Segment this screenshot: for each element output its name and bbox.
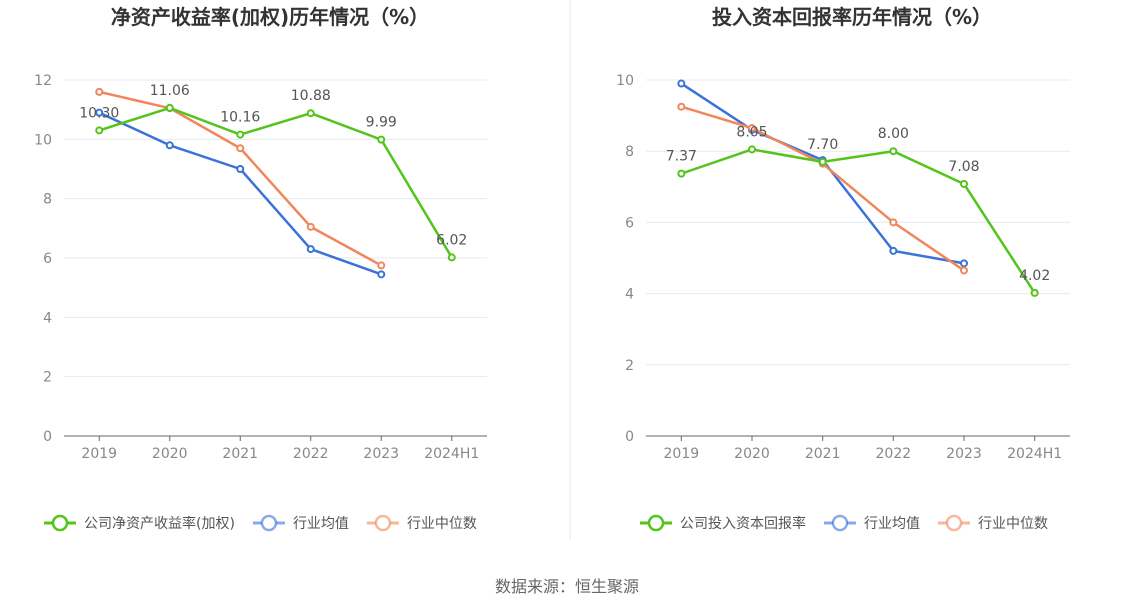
legend-item-1: 公司投入资本回报率 <box>640 514 806 532</box>
data-point <box>306 222 315 231</box>
y-tick-label: 4 <box>43 310 52 326</box>
data-point <box>447 253 456 262</box>
y-tick-label: 0 <box>43 429 52 445</box>
data-point <box>236 144 245 153</box>
data-point <box>165 103 174 112</box>
y-tick-label: 10 <box>34 132 52 148</box>
data-label: 11.06 <box>150 83 190 99</box>
x-tick-label: 2022 <box>876 446 912 462</box>
x-tick-label: 2022 <box>293 446 329 462</box>
data-point <box>677 169 686 178</box>
legend-label: 行业中位数 <box>407 516 477 532</box>
y-tick-label: 8 <box>625 144 634 160</box>
x-tick-label: 2023 <box>363 446 399 462</box>
data-label: 6.02 <box>436 232 467 248</box>
x-tick-label: 2021 <box>222 446 258 462</box>
data-point <box>377 270 386 279</box>
data-point <box>748 124 756 133</box>
chart-title: 净资产收益率(加权)历年情况（%） <box>111 5 429 29</box>
x-tick-label: 2024H1 <box>1007 446 1062 462</box>
legend-marker <box>831 514 849 532</box>
y-tick-label: 10 <box>616 73 634 89</box>
y-tick-label: 4 <box>625 287 634 303</box>
data-point <box>818 157 827 166</box>
data-label: 10.16 <box>220 110 260 126</box>
legend-item-3: 行业中位数 <box>938 514 1048 532</box>
data-point <box>306 245 315 254</box>
series-line-2 <box>680 82 965 265</box>
y-tick-label: 12 <box>34 73 52 89</box>
data-label: 7.08 <box>948 159 979 175</box>
y-tick-label: 2 <box>625 358 634 374</box>
x-tick-label: 2021 <box>805 446 841 462</box>
data-point <box>377 135 386 144</box>
data-point <box>960 259 968 268</box>
series-line-1 <box>680 148 1036 294</box>
data-point <box>889 246 898 255</box>
legend-label: 行业中位数 <box>978 516 1048 532</box>
data-point <box>236 165 245 173</box>
legend-item-2: 行业均值 <box>252 514 349 532</box>
data-label: 10.88 <box>291 88 331 104</box>
data-point <box>377 261 386 270</box>
data-point <box>889 218 898 227</box>
data-label: 8.00 <box>878 126 909 142</box>
y-tick-label: 6 <box>43 251 52 267</box>
series-line-3 <box>680 105 965 272</box>
x-tick-label: 2019 <box>81 446 117 462</box>
data-point <box>677 79 686 88</box>
legend-marker <box>945 514 963 532</box>
data-label: 7.70 <box>807 137 838 153</box>
chart-panel-2: 投入资本回报率历年情况（%） 0 2 4 6 8 10 2019 2020 2021 2022 202… <box>616 5 1070 532</box>
legend-marker <box>260 514 278 532</box>
legend-marker <box>647 514 665 532</box>
y-tick-label: 6 <box>625 215 634 231</box>
source-text: 数据来源：恒生聚源 <box>495 577 639 596</box>
legend-item-2: 行业均值 <box>824 514 920 532</box>
data-label: 9.99 <box>366 115 397 131</box>
data-point <box>677 102 686 111</box>
data-label: 7.37 <box>666 149 697 165</box>
y-tick-label: 8 <box>43 192 52 208</box>
data-point <box>236 130 245 139</box>
y-tick-label: 2 <box>43 370 52 386</box>
data-point <box>960 266 968 275</box>
data-point <box>1030 288 1039 297</box>
series-line-1 <box>98 106 453 259</box>
data-point <box>889 147 898 156</box>
data-point <box>960 179 968 188</box>
legend-marker <box>51 514 69 532</box>
x-tick-label: 2024H1 <box>424 446 479 462</box>
data-label: 10.30 <box>79 105 119 121</box>
legend-item-3: 行业中位数 <box>366 514 477 532</box>
y-tick-label: 0 <box>625 429 634 445</box>
data-point <box>95 126 104 135</box>
legend-label: 公司净资产收益率(加权) <box>84 515 235 532</box>
chart-title: 投入资本回报率历年情况（%） <box>712 5 992 29</box>
data-label: 8.05 <box>736 124 767 140</box>
data-point <box>748 145 756 154</box>
legend-label: 行业均值 <box>864 516 920 532</box>
data-label: 4.02 <box>1019 268 1050 284</box>
legend-item-1: 公司净资产收益率(加权) <box>44 514 235 532</box>
x-tick-label: 2020 <box>734 446 770 462</box>
data-point <box>165 141 174 150</box>
x-tick-label: 2023 <box>946 446 982 462</box>
legend-label: 公司投入资本回报率 <box>680 515 806 532</box>
legend-label: 行业均值 <box>293 516 349 532</box>
x-tick-label: 2020 <box>152 446 188 462</box>
data-point <box>95 108 104 117</box>
x-tick-label: 2019 <box>664 446 700 462</box>
data-point <box>95 87 104 96</box>
chart-panel-1: 净资产收益率(加权)历年情况（%） 0 2 4 6 8 10 12 2019 2020 2021 20… <box>34 5 487 532</box>
legend-marker <box>374 514 392 532</box>
data-point <box>306 109 315 118</box>
